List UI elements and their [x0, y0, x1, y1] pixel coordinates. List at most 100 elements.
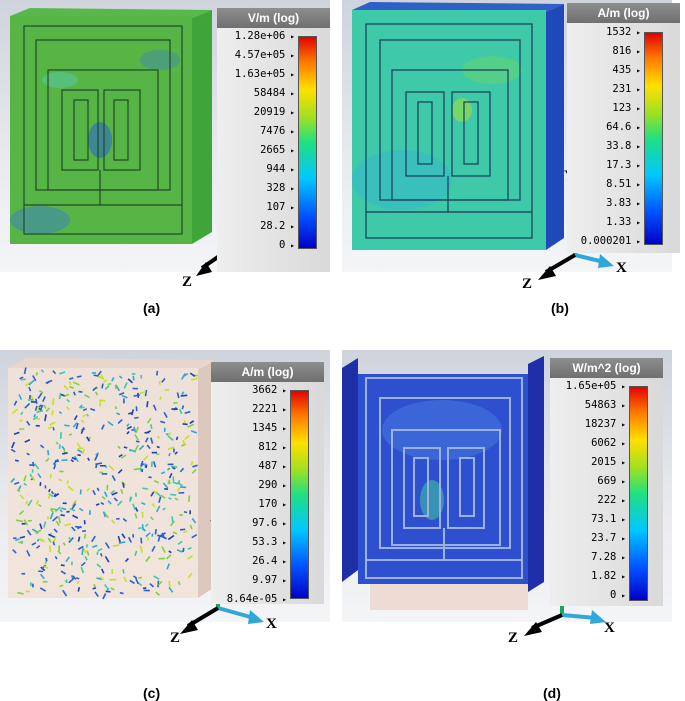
- field-arrow: [41, 564, 47, 570]
- field-arrow: [54, 555, 58, 560]
- field-arrow: [106, 587, 109, 592]
- field-arrow: [121, 394, 128, 399]
- field-arrow: [129, 579, 135, 585]
- field-arrow: [29, 473, 33, 478]
- field-arrow: [176, 487, 181, 492]
- field-arrow: [177, 540, 183, 546]
- field-arrow: [68, 536, 72, 541]
- field-arrow: [146, 401, 149, 408]
- field-arrow: [26, 420, 31, 426]
- field-arrow: [39, 587, 47, 592]
- field-arrow: [191, 517, 197, 524]
- legend-title: W/m^2 (log): [550, 358, 663, 378]
- field-arrow: [123, 446, 128, 449]
- field-arrow: [104, 583, 108, 589]
- field-arrow: [90, 407, 96, 412]
- field-arrow: [37, 392, 43, 399]
- tick-label: 170: [209, 498, 287, 510]
- field-arrow: [50, 508, 57, 511]
- field-arrow: [28, 386, 32, 392]
- field-arrow: [72, 422, 78, 428]
- field-arrow: [19, 535, 26, 539]
- tick-label: 8.64e-05: [209, 593, 287, 605]
- field-arrow: [58, 411, 63, 415]
- field-arrow: [54, 492, 60, 498]
- field-arrow: [128, 412, 133, 415]
- field-arrow: [184, 435, 190, 440]
- tick-label: 8.51: [561, 178, 641, 190]
- field-arrow: [166, 467, 171, 471]
- field-arrow: [96, 577, 102, 581]
- field-arrow: [123, 576, 128, 583]
- field-arrow: [110, 490, 115, 495]
- field-arrow: [167, 534, 175, 541]
- field-arrow: [59, 509, 63, 513]
- field-arrow: [100, 424, 105, 430]
- field-arrow: [65, 556, 70, 563]
- tick-label: 0.000201: [561, 235, 641, 247]
- field-arrow: [158, 496, 162, 503]
- tick-label: 290: [209, 479, 287, 491]
- field-arrow: [53, 528, 58, 533]
- field-arrow: [132, 503, 137, 511]
- tick-label: 17.3: [561, 159, 641, 171]
- tick-label: 435: [561, 64, 641, 76]
- panel-d: Y X Z W/m^2 (log) 1.65e+05 54863 18237 6…: [342, 350, 672, 701]
- field-arrow: [83, 533, 87, 539]
- tick-label: 0: [217, 239, 295, 251]
- field-arrow: [92, 489, 96, 496]
- field-arrow: [58, 516, 61, 524]
- field-arrow: [66, 510, 70, 513]
- field-arrow: [163, 411, 168, 419]
- field-arrow: [178, 408, 183, 415]
- field-arrow: [153, 480, 160, 484]
- field-arrow: [73, 415, 78, 421]
- field-arrow: [17, 591, 24, 595]
- field-arrow: [51, 410, 54, 416]
- tick-label: 6062: [548, 437, 626, 449]
- field-arrow: [38, 503, 42, 507]
- field-arrow: [20, 540, 24, 544]
- field-arrow: [165, 554, 172, 560]
- field-arrow: [95, 463, 98, 469]
- field-arrow: [43, 404, 47, 409]
- tick-label: 26.4: [209, 555, 287, 567]
- field-arrow: [94, 453, 99, 461]
- field-arrow: [167, 446, 175, 450]
- field-arrow: [66, 480, 69, 484]
- tick-label: 1.63e+05: [217, 68, 295, 80]
- field-arrow: [173, 406, 178, 411]
- field-arrow: [183, 530, 188, 534]
- colorbar: [290, 390, 309, 599]
- field-arrow: [154, 528, 158, 535]
- field-arrow: [160, 494, 166, 499]
- field-arrow: [168, 472, 173, 479]
- field-arrow: [87, 457, 91, 461]
- field-arrow: [66, 398, 71, 403]
- field-arrow: [40, 404, 44, 410]
- field-arrow: [133, 468, 141, 471]
- field-arrow: [191, 468, 197, 474]
- field-arrow: [192, 464, 198, 468]
- field-arrow: [149, 582, 155, 588]
- tick-label: 816: [561, 45, 641, 57]
- field-arrow: [111, 519, 116, 524]
- field-arrow: [189, 420, 195, 425]
- colorbar: [298, 36, 317, 249]
- field-arrow: [45, 557, 48, 562]
- field-arrow: [10, 448, 16, 453]
- tick-label: 28.2: [217, 220, 295, 232]
- field-arrow: [52, 427, 55, 431]
- field-arrow: [172, 531, 178, 535]
- field-arrow: [38, 404, 43, 408]
- field-arrow: [111, 491, 118, 496]
- field-arrow: [120, 454, 127, 460]
- field-arrow: [135, 426, 140, 433]
- tick-label: 7.28: [548, 551, 626, 563]
- field-arrow: [35, 529, 42, 534]
- field-arrow: [115, 384, 121, 392]
- field-arrow: [82, 414, 86, 418]
- field-arrow: [116, 412, 121, 416]
- field-arrow: [49, 421, 56, 426]
- tick-label: 0: [548, 589, 626, 601]
